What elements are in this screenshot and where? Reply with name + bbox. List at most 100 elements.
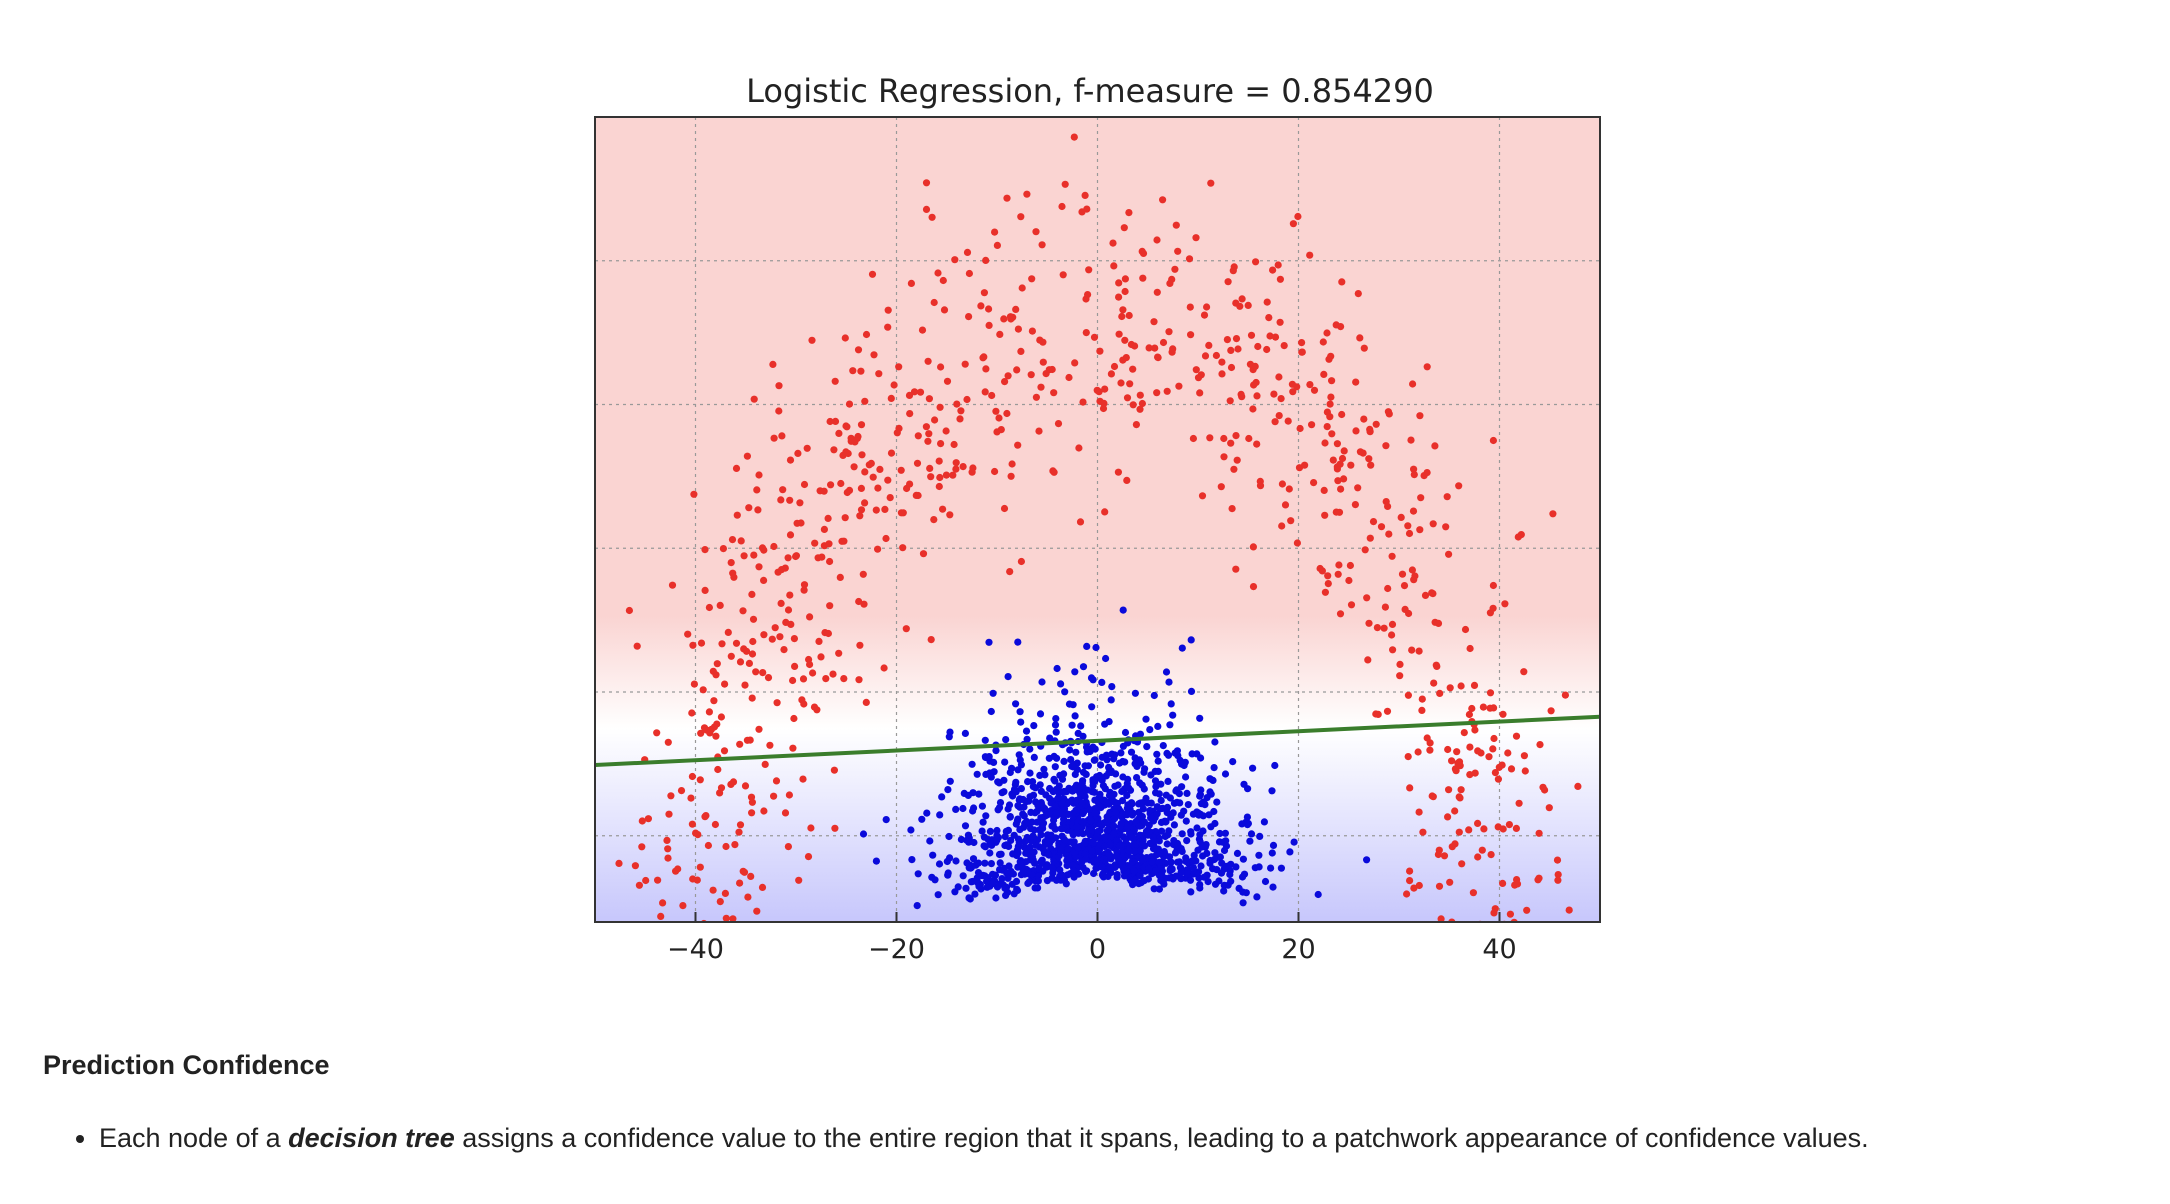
data-point [748,798,756,806]
data-point [793,519,801,527]
data-point [1064,871,1072,879]
data-point [837,479,845,488]
data-point [759,669,767,677]
data-point [952,465,960,473]
data-point [1474,926,1481,933]
data-point [1420,472,1428,480]
data-point [1201,352,1210,360]
data-point [1054,794,1062,802]
data-point [861,397,869,405]
data-point [1143,743,1151,751]
data-point [1203,303,1211,311]
data-point [957,407,965,415]
data-point [897,466,905,474]
data-point [1067,756,1075,764]
data-point [1536,741,1544,749]
data-point [1170,837,1178,845]
data-point [841,334,849,342]
data-point [906,480,914,488]
data-point [1044,850,1052,858]
data-point [1052,809,1060,817]
data-point [1187,830,1195,838]
data-point [1095,848,1103,856]
data-point [1051,763,1059,771]
data-point [1006,768,1014,777]
data-point [1194,374,1203,382]
data-point [1071,784,1079,792]
data-point [1034,836,1042,844]
data-point [912,491,920,499]
data-point [849,367,857,375]
data-point [886,494,894,502]
data-point [1140,831,1148,840]
data-point [1360,344,1368,352]
data-point [1028,275,1036,283]
data-point [1220,887,1228,895]
data-point [1340,447,1348,455]
data-point [659,960,666,967]
data-point [711,820,719,829]
data-point [1180,807,1188,815]
data-point [642,876,650,885]
data-point [1602,713,1609,720]
data-point [1154,722,1162,731]
data-point [800,480,809,489]
data-point [1013,366,1021,374]
data-point [1058,775,1067,783]
data-point [1073,823,1081,831]
data-point [1325,355,1333,363]
data-point [1410,465,1418,473]
data-point [716,601,724,610]
bullet-emphasis: decision tree [288,1123,455,1153]
data-point [952,857,960,865]
data-point [769,360,777,368]
data-point [1335,508,1344,516]
data-point [993,241,1001,249]
data-point [793,975,800,980]
data-point [1181,758,1189,766]
data-point [1171,849,1180,857]
data-point [815,637,823,646]
data-point [1251,362,1259,370]
data-point [1142,715,1150,723]
data-point [1247,830,1256,838]
data-point [644,815,652,823]
data-point [1334,570,1342,578]
data-point [1118,797,1127,805]
data-point [1198,492,1207,500]
data-point [1238,873,1247,881]
data-point [1096,820,1105,828]
data-point [1052,728,1060,736]
data-point [991,228,999,236]
data-point [929,851,937,859]
data-point [1059,271,1067,279]
decision-boundary-line [594,714,1601,768]
data-point [981,736,989,744]
data-point [677,787,686,795]
data-point [1229,758,1237,766]
data-point [777,496,785,504]
data-point [934,891,942,899]
data-point [1081,793,1089,801]
data-point [1366,534,1374,542]
data-point [1135,880,1143,888]
data-point [1221,770,1230,778]
data-point [1326,400,1334,408]
data-point [1501,600,1509,608]
data-point [1310,479,1318,487]
data-point [1365,455,1373,463]
data-point [974,869,983,877]
data-point [1265,314,1273,322]
data-point [957,835,965,844]
data-point [1057,680,1065,688]
data-point [946,511,954,519]
data-point [1384,408,1392,416]
data-point [1192,234,1200,242]
data-point [1434,850,1442,859]
data-point [1003,869,1011,877]
data-point [1240,780,1248,788]
data-point [965,269,973,278]
data-point [1016,756,1024,764]
data-point [1174,247,1182,255]
data-point [1352,378,1360,386]
